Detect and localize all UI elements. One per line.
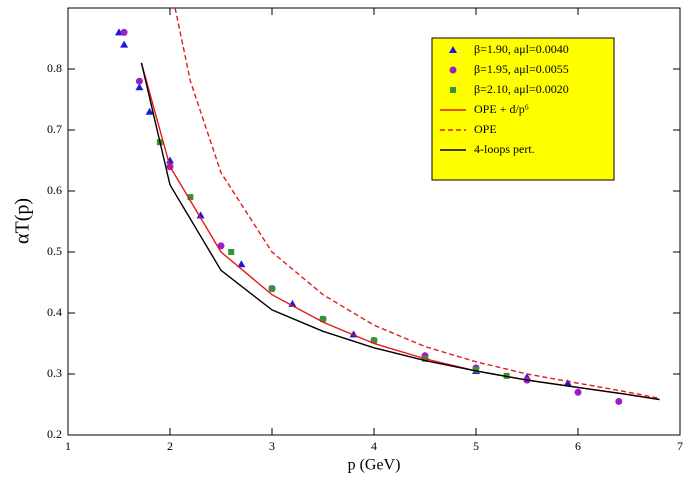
data-point (269, 285, 275, 292)
legend-label: β=1.95, aμl=0.0055 (474, 62, 569, 76)
data-point (120, 40, 129, 48)
x-axis-label: p (GeV) (348, 457, 401, 474)
legend-label: β=1.90, aμl=0.0040 (474, 42, 569, 56)
data-point (320, 316, 326, 323)
data-point (135, 83, 144, 91)
y-tick-label: 0.3 (47, 366, 62, 380)
y-tick-label: 0.6 (47, 183, 62, 197)
legend-marker (449, 46, 457, 53)
data-point (574, 388, 582, 396)
y-tick-label: 0.2 (47, 427, 62, 441)
x-tick-label: 2 (167, 439, 173, 453)
legend-label: OPE (474, 122, 497, 136)
y-tick-label: 0.4 (47, 305, 62, 319)
data-point (217, 242, 225, 250)
y-axis-label: αT(p) (12, 198, 34, 244)
y-tick-label: 0.7 (47, 122, 62, 136)
data-point (615, 397, 623, 405)
data-point (196, 211, 205, 219)
legend-box (431, 37, 615, 181)
data-point (228, 249, 235, 255)
y-tick-label: 0.8 (47, 61, 62, 75)
legend-label: OPE + d/p⁶ (474, 102, 529, 116)
x-tick-label: 1 (65, 439, 71, 453)
legend-label: β=2.10, aμl=0.0020 (474, 82, 569, 96)
curve (174, 8, 660, 400)
data-point (135, 77, 143, 85)
data-point (473, 366, 479, 373)
data-point (563, 379, 572, 387)
x-tick-label: 4 (371, 439, 377, 453)
data-point (145, 107, 154, 115)
curve (140, 62, 660, 401)
y-tick-label: 0.5 (47, 244, 62, 258)
x-tick-label: 7 (677, 439, 683, 453)
legend-marker (450, 87, 456, 93)
x-tick-label: 6 (575, 439, 581, 453)
data-point (187, 194, 194, 201)
data-point (237, 260, 246, 268)
data-point (120, 28, 128, 36)
legend-label: 4-loops pert. (474, 142, 535, 156)
legend-marker (449, 66, 457, 74)
x-tick-label: 3 (269, 439, 275, 453)
x-tick-label: 5 (473, 439, 479, 453)
data-point (371, 337, 377, 344)
